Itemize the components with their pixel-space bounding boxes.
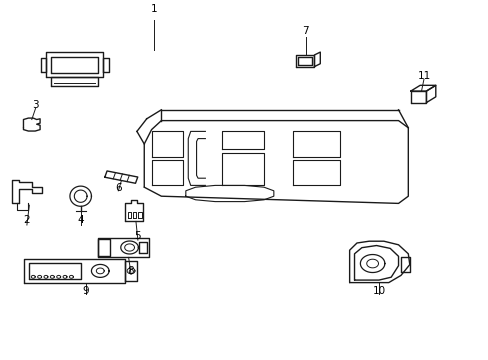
Text: 9: 9	[82, 286, 89, 296]
Text: 7: 7	[302, 26, 308, 36]
Text: 6: 6	[115, 183, 122, 193]
Text: 2: 2	[23, 215, 30, 225]
Text: 1: 1	[150, 4, 157, 14]
Text: 5: 5	[134, 231, 141, 241]
Text: 8: 8	[127, 266, 134, 276]
Text: 10: 10	[372, 286, 385, 296]
Text: 11: 11	[416, 71, 430, 81]
Text: 3: 3	[32, 100, 39, 110]
Text: 4: 4	[77, 215, 84, 225]
